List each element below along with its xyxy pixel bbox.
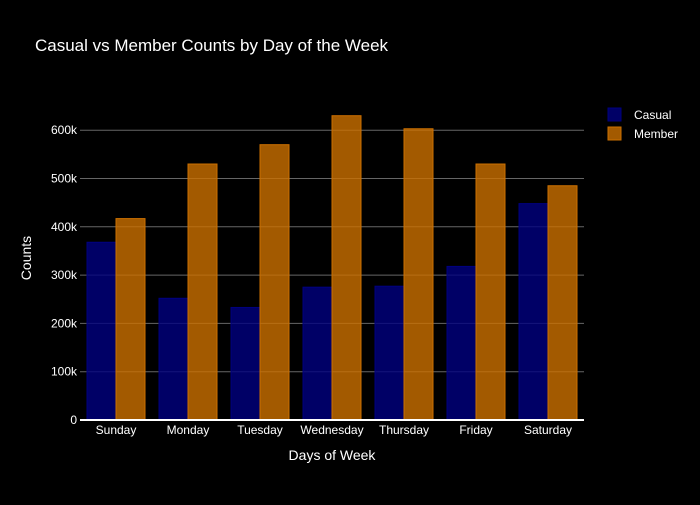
bars	[86, 115, 578, 421]
y-tick-label: 100k	[51, 365, 78, 379]
chart-title: Casual vs Member Counts by Day of the We…	[35, 36, 389, 55]
bar-casual-thursday[interactable]	[374, 285, 405, 421]
y-tick-label: 600k	[51, 123, 78, 137]
bar-member-monday[interactable]	[187, 163, 218, 421]
bar-casual-tuesday[interactable]	[230, 306, 261, 421]
bar-member-sunday[interactable]	[115, 218, 146, 421]
bar-casual-monday[interactable]	[158, 297, 189, 421]
bar-member-wednesday[interactable]	[331, 115, 362, 421]
y-tick-label: 300k	[51, 268, 78, 282]
bar-member-tuesday[interactable]	[259, 144, 290, 421]
y-tick-label: 400k	[51, 220, 78, 234]
y-axis-title: Counts	[18, 236, 34, 280]
y-tick-label: 200k	[51, 316, 78, 330]
bar-casual-sunday[interactable]	[86, 241, 117, 421]
legend[interactable]: Casual Member	[607, 107, 678, 141]
x-tick-label: Tuesday	[237, 423, 283, 437]
bar-casual-wednesday[interactable]	[302, 286, 333, 421]
bar-member-thursday[interactable]	[403, 128, 434, 421]
axes: 0 100k 200k 300k 400k 500k 600k Sunday Monday Tue…	[51, 123, 584, 437]
bar-member-friday[interactable]	[475, 163, 506, 421]
y-tick-label: 0	[70, 413, 77, 427]
legend-swatch-member[interactable]	[607, 126, 622, 141]
bar-casual-saturday[interactable]	[518, 203, 549, 421]
x-axis-title: Days of Week	[289, 447, 377, 463]
x-tick-label: Monday	[167, 423, 210, 437]
x-tick-label: Sunday	[96, 423, 137, 437]
x-tick-label: Wednesday	[300, 423, 363, 437]
x-tick-label: Friday	[459, 423, 492, 437]
x-tick-label: Thursday	[379, 423, 429, 437]
legend-label-member[interactable]: Member	[634, 127, 678, 141]
bar-member-saturday[interactable]	[547, 185, 578, 421]
bar-casual-friday[interactable]	[446, 265, 477, 421]
x-tick-label: Saturday	[524, 423, 572, 437]
y-tick-label: 500k	[51, 172, 78, 186]
legend-swatch-casual[interactable]	[607, 107, 622, 122]
legend-label-casual[interactable]: Casual	[634, 108, 671, 122]
